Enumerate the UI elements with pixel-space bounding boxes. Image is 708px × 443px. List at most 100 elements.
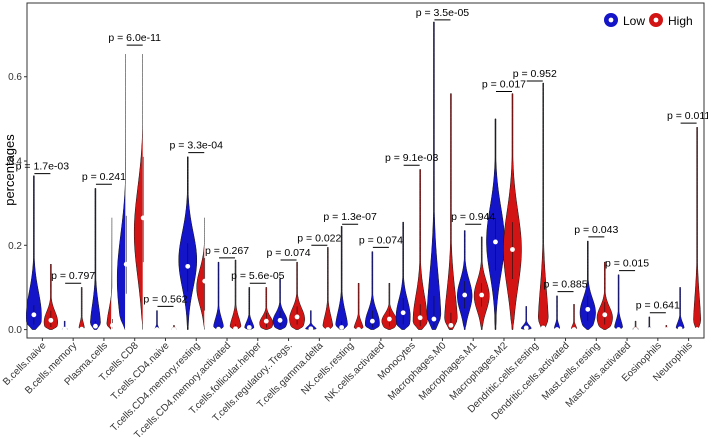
violin-low-10: [305, 310, 317, 330]
violin-high-6: [196, 217, 205, 330]
median-point-low-1: [31, 312, 37, 318]
median-point-low-13: [400, 310, 406, 316]
median-point-low-19: [585, 306, 591, 312]
y-axis-label: percentages: [2, 134, 17, 206]
p-value-label-9: p = 0.074: [267, 247, 311, 259]
p-value-label-20: p = 0.015: [605, 258, 649, 270]
median-point-high-14: [448, 322, 454, 328]
legend-high-label: High: [668, 14, 693, 28]
p-value-label-4: p = 6.0e-11: [108, 32, 161, 44]
median-point-low-15: [462, 292, 468, 298]
median-point-high-16: [510, 247, 515, 252]
median-point-high-18: [571, 327, 577, 332]
median-point-low-16: [493, 239, 498, 245]
median-point-high-21: [663, 327, 669, 332]
p-value-label-17: p = 0.952: [513, 68, 557, 80]
median-point-high-13: [417, 315, 423, 321]
y-tick-label-3: 0.4: [8, 157, 22, 168]
median-point-low-10: [308, 326, 314, 332]
p-value-label-5: p = 0.562: [143, 293, 187, 305]
violin-high-16: [503, 93, 522, 330]
violin-high-14: [444, 93, 458, 330]
y-axis: 0.0 0.2 0.4 0.6: [8, 72, 27, 336]
violin-low-13: [395, 221, 411, 330]
median-point-high-15: [479, 292, 485, 298]
violin-high-4: [133, 54, 143, 330]
violins-layer: [26, 21, 701, 332]
median-point-low-18: [554, 327, 560, 332]
median-point-high-22: [694, 327, 700, 332]
legend-low-label: Low: [623, 14, 645, 28]
violin-low-9: [272, 278, 288, 330]
violin-low-5: [154, 310, 160, 330]
p-value-label-21: p = 0.641: [636, 300, 680, 312]
p-value-label-11: p = 1.3e-07: [323, 211, 377, 223]
median-point-high-3: [110, 322, 115, 328]
median-point-low-7: [216, 326, 221, 332]
median-point-high-2: [79, 326, 85, 332]
p-value-label-10: p = 0.022: [297, 232, 341, 244]
median-point-high-1: [48, 317, 54, 323]
p-value-label-18: p = 0.885: [543, 279, 587, 291]
violin-high-12: [381, 282, 398, 330]
p-value-label-13: p = 9.1e-03: [385, 152, 439, 164]
p-value-label-16: p = 0.017: [482, 78, 526, 90]
median-point-high-7: [233, 326, 238, 332]
violin-high-18: [571, 304, 578, 330]
significance-layer: p = 1.7e-03 p = 0.797 p = 0.241 p = 6.0e-11…: [16, 7, 708, 314]
median-point-low-3: [93, 323, 98, 329]
y-tick-label-2: 0.2: [8, 241, 22, 252]
median-point-high-6: [202, 278, 208, 284]
y-tick-label-4: 0.6: [8, 72, 22, 83]
violin-high-9: [289, 261, 305, 330]
violin-high-3: [106, 217, 113, 330]
median-point-low-4: [123, 261, 129, 267]
violin-low-3: [90, 188, 101, 330]
median-point-high-11: [356, 327, 362, 332]
median-point-high-4: [140, 215, 146, 221]
violin-high-2: [78, 287, 85, 330]
violin-low-14: [426, 21, 442, 330]
violin-high-13: [412, 169, 428, 330]
p-value-label-12: p = 0.074: [359, 234, 403, 246]
median-point-high-8: [263, 318, 269, 324]
violin-high-20: [632, 320, 639, 330]
median-point-high-17: [540, 325, 546, 331]
p-value-label-2: p = 0.797: [51, 270, 95, 282]
p-value-label-8: p = 5.6e-05: [231, 270, 285, 282]
legend: Low High: [604, 13, 693, 28]
violin-low-19: [579, 240, 596, 330]
legend-low-dot: [608, 17, 614, 23]
violin-high-1: [43, 264, 58, 330]
violin-high-11: [353, 282, 364, 330]
violin-low-21: [647, 316, 652, 330]
violin-low-1: [26, 175, 42, 330]
p-value-label-15: p = 0.944: [451, 211, 495, 223]
violin-high-17: [538, 82, 549, 330]
median-point-high-12: [386, 316, 392, 322]
median-point-low-12: [369, 318, 375, 324]
median-point-low-11: [339, 325, 345, 330]
violin-low-22: [675, 287, 685, 330]
x-axis: B.cells.naiveB.cells.memoryPlasma.cellsT…: [1, 338, 695, 441]
violin-high-19: [596, 261, 613, 330]
violin-low-15: [457, 230, 473, 330]
y-tick-label-1: 0.0: [8, 325, 22, 336]
p-value-label-14: p = 3.5e-05: [416, 7, 470, 19]
violin-low-20: [614, 274, 623, 330]
violin-low-2: [61, 320, 68, 330]
plot-panel: [26, 2, 705, 339]
violin-low-11: [335, 226, 348, 330]
p-value-label-22: p = 0.011: [667, 110, 708, 122]
median-point-low-21: [646, 327, 652, 332]
median-point-low-8: [246, 325, 252, 330]
median-point-high-9: [294, 314, 300, 320]
median-point-low-22: [677, 326, 683, 332]
median-point-high-5: [171, 327, 177, 332]
legend-high-dot: [653, 17, 659, 23]
median-point-low-9: [277, 317, 283, 323]
p-value-label-1: p = 1.7e-03: [16, 161, 70, 173]
median-point-low-20: [616, 327, 621, 332]
median-point-low-17: [523, 325, 529, 331]
violin-high-8: [259, 287, 274, 330]
